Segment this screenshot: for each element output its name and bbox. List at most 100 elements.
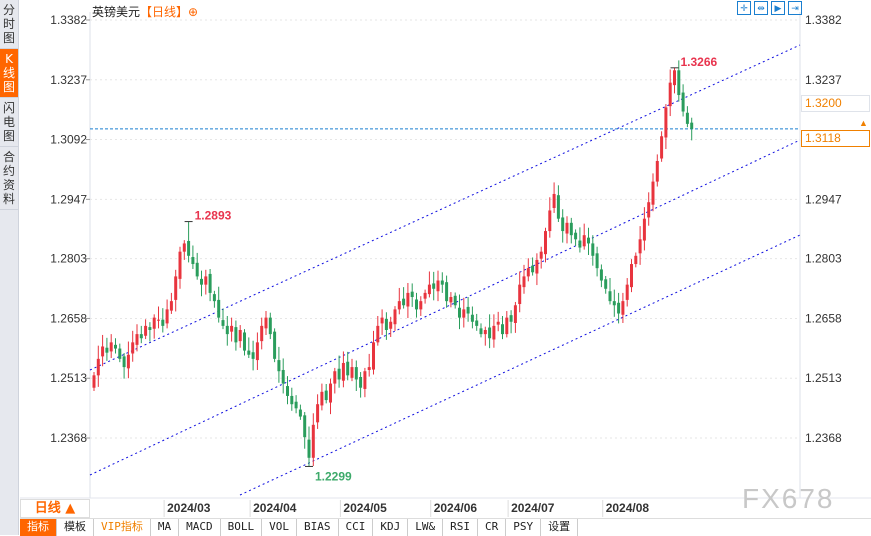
- current-price-box: 1.3200: [801, 95, 870, 112]
- candle-body: [664, 107, 668, 138]
- candle-body: [118, 348, 122, 359]
- candle-body: [225, 325, 229, 335]
- candle-body: [638, 239, 642, 254]
- indicator-tab-vol[interactable]: VOL: [262, 519, 297, 536]
- candle-body: [320, 391, 324, 406]
- y-tick-left: 1.2803: [50, 252, 87, 266]
- candle-body: [182, 243, 186, 252]
- zoom-in-icon[interactable]: ▶: [771, 1, 785, 15]
- candle-body: [642, 218, 646, 241]
- y-tick-right: 1.2658: [805, 311, 842, 325]
- candle-body: [255, 342, 259, 361]
- indicator-tab-cci[interactable]: CCI: [339, 519, 374, 536]
- candle-body: [492, 325, 496, 340]
- indicator-tab-boll[interactable]: BOLL: [221, 519, 263, 536]
- x-tick-label: 2024/05: [343, 501, 387, 515]
- last-price-box: 1.3118: [801, 130, 870, 147]
- indicator-tab-psy[interactable]: PSY: [506, 519, 542, 536]
- x-tick-label: 2024/07: [511, 501, 555, 515]
- candle-body: [376, 325, 380, 343]
- indicator-tab-kdj[interactable]: KDJ: [373, 519, 409, 536]
- candle-body: [281, 369, 285, 384]
- candle-body: [535, 259, 539, 274]
- candle-body: [591, 243, 595, 256]
- candle-body: [260, 325, 264, 342]
- trend-channel-line: [89, 139, 801, 476]
- y-tick-right: 1.2513: [805, 371, 842, 385]
- sidebar-item-flash[interactable]: 闪电图: [0, 98, 18, 147]
- candle-body: [204, 276, 208, 285]
- candle-body: [518, 284, 522, 305]
- indicator-tab-cr[interactable]: CR: [478, 519, 507, 536]
- candle-body: [243, 332, 246, 351]
- y-tick-left: 1.3237: [50, 73, 87, 87]
- sidebar-item-contract-info[interactable]: 合约资料: [0, 147, 18, 210]
- candle-body: [354, 367, 358, 380]
- indicator-tab-ma[interactable]: MA: [151, 519, 180, 536]
- indicator-tab-bias[interactable]: BIAS: [297, 519, 339, 536]
- candle-body: [578, 240, 582, 248]
- y-tick-left: 1.3382: [50, 13, 87, 27]
- candle-body: [612, 301, 616, 306]
- candle-body: [513, 305, 517, 323]
- indicator-tab-1[interactable]: 模板: [57, 519, 94, 536]
- watermark: FX678: [742, 483, 835, 514]
- add-icon[interactable]: ⊕: [188, 5, 199, 19]
- indicator-tab-vip[interactable]: VIP指标: [94, 519, 151, 536]
- sidebar-item-kline[interactable]: K线图: [0, 49, 18, 98]
- candle-body: [419, 301, 423, 310]
- candle-body: [466, 306, 470, 314]
- candle-body: [402, 298, 406, 306]
- candle-body: [552, 193, 556, 208]
- candle-body: [217, 299, 221, 318]
- candle-body: [126, 354, 130, 369]
- sidebar-item-timeshare[interactable]: 分时图: [0, 0, 18, 49]
- expand-arrow-icon[interactable]: ▲: [859, 118, 868, 128]
- candle-body: [195, 262, 199, 277]
- candle-body: [548, 210, 552, 232]
- high-price-label: 1.2893: [195, 209, 232, 223]
- candle-body: [599, 269, 603, 281]
- candle-body: [212, 294, 216, 302]
- candle-body: [324, 390, 328, 401]
- candle-body: [569, 222, 573, 236]
- indicator-tab-lw[interactable]: LW&: [408, 519, 444, 536]
- candle-body: [393, 309, 397, 325]
- candle-body: [380, 317, 384, 324]
- candle-body: [329, 383, 332, 403]
- candle-body: [574, 232, 578, 240]
- candle-body: [96, 358, 100, 376]
- crosshair-icon[interactable]: ✛: [737, 1, 751, 15]
- candle-body: [389, 321, 393, 329]
- candle-body: [561, 217, 565, 232]
- low-price-label: 1.2299: [315, 469, 352, 483]
- period-select[interactable]: 日线 ▲: [20, 499, 90, 518]
- x-tick-label: 2024/04: [253, 501, 297, 515]
- period-label[interactable]: 【日线】: [140, 5, 189, 19]
- candle-body: [556, 195, 560, 219]
- candle-body: [410, 291, 414, 298]
- indicator-tab-14[interactable]: 设置: [541, 519, 579, 536]
- y-tick-left: 1.3092: [50, 133, 87, 147]
- candle-body: [531, 265, 535, 273]
- indicator-tab-rsi[interactable]: RSI: [443, 519, 478, 536]
- scroll-right-icon[interactable]: ⇥: [788, 1, 802, 15]
- x-tick-label: 2024/08: [606, 501, 650, 515]
- candle-body: [191, 257, 195, 265]
- indicator-bar: 指标 模板 VIP指标 MA MACD BOLL VOL BIAS CCI KDJ LW& RSI CR…: [20, 518, 871, 536]
- candle-body: [488, 327, 492, 339]
- indicator-tab-0[interactable]: 指标: [20, 519, 57, 536]
- indicator-tab-macd[interactable]: MACD: [179, 519, 221, 536]
- candle-body: [544, 231, 547, 255]
- candle-body: [307, 439, 311, 458]
- y-tick-right: 1.3382: [805, 13, 842, 27]
- y-tick-left: 1.2947: [50, 192, 87, 206]
- candle-body: [501, 324, 504, 335]
- candle-body: [337, 368, 341, 380]
- candle-body: [152, 317, 156, 329]
- candle-body: [479, 328, 483, 335]
- zoom-range-icon[interactable]: ⇹: [754, 1, 768, 15]
- candle-body: [423, 292, 427, 299]
- candle-body: [625, 284, 629, 300]
